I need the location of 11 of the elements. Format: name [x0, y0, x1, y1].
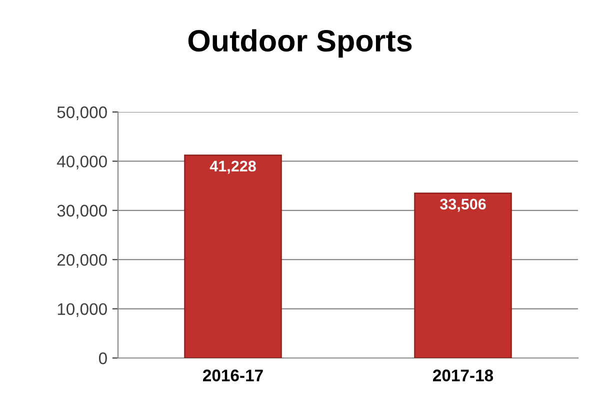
x-tick-label: 2017-18	[433, 370, 494, 382]
chart-title: Outdoor Sports	[188, 29, 412, 58]
x-tick-label: 2016-17	[203, 370, 263, 382]
y-tick-label: 30,000	[57, 204, 107, 219]
y-tick-label: 40,000	[56, 156, 107, 170]
y-tick-label: 50,000	[57, 106, 107, 120]
data-label: 41,228	[210, 160, 256, 174]
y-tick-label: 0	[98, 352, 107, 364]
y-tick-label: 10,000	[58, 303, 107, 317]
y-tick-label: 20,000	[57, 254, 107, 268]
data-label: 33,506	[440, 198, 486, 212]
